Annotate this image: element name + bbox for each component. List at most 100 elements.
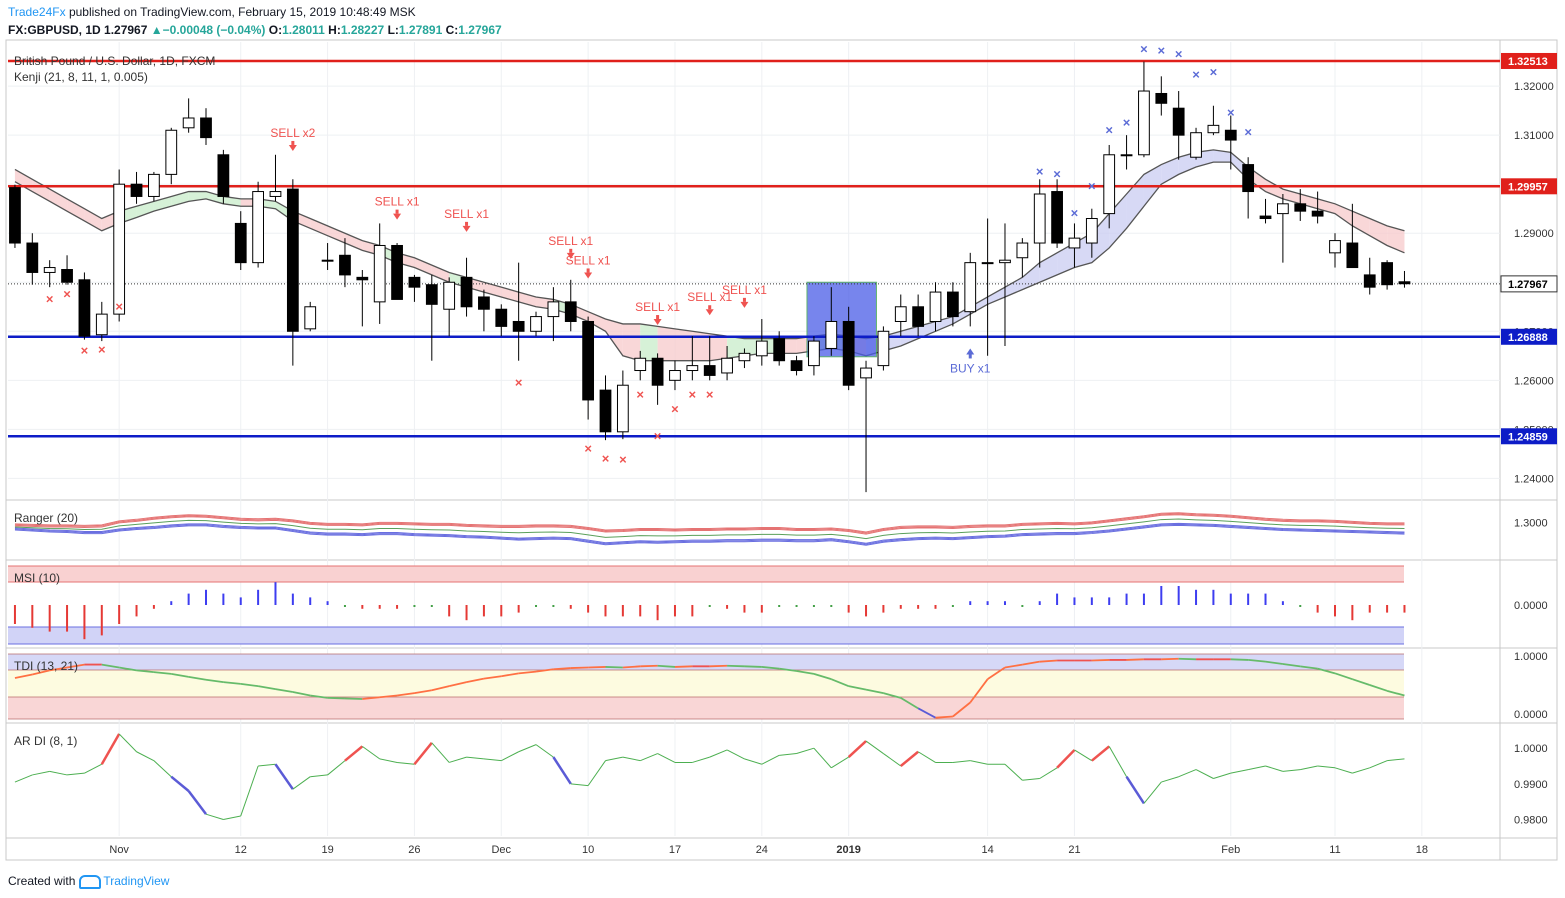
msi-bar	[205, 589, 208, 605]
candle-body	[1068, 237, 1081, 249]
candle-body	[495, 308, 508, 327]
tdi-line-segment	[1386, 689, 1405, 697]
sell-arrow-stem	[465, 221, 469, 226]
candle-body	[669, 370, 681, 381]
kenji-cloud-segment	[727, 336, 745, 359]
high-value: 1.28227	[340, 23, 385, 37]
tdi-line-segment	[605, 666, 623, 669]
candle-body	[686, 365, 699, 372]
tdi-lower-zone	[8, 697, 1404, 719]
candle-body	[1051, 191, 1063, 244]
tdi-line-segment	[830, 678, 849, 688]
ardi-line-segment	[726, 749, 745, 760]
kenji-cloud-segment	[1022, 262, 1040, 290]
sell-arrow-stem	[742, 297, 746, 302]
sell-arrow-icon	[566, 252, 575, 259]
y-tick-label: 1.26000	[1514, 375, 1554, 387]
msi-bar	[917, 605, 920, 609]
ranger-upper-band	[14, 512, 1405, 533]
candle-body	[391, 244, 403, 300]
ardi-line-segment	[692, 756, 710, 763]
candle-body	[530, 316, 542, 332]
msi-bar	[343, 605, 346, 607]
candle-body	[825, 320, 838, 349]
tdi-line-segment	[744, 665, 762, 668]
low-label: L:	[387, 23, 399, 37]
sell-signal-label: SELL x1	[635, 300, 680, 314]
msi-bar	[1403, 605, 1406, 613]
candle-body	[721, 357, 733, 374]
red-x-marker-icon: ×	[706, 387, 714, 402]
msi-bar	[708, 605, 711, 607]
y-tick-label: 1.31000	[1514, 130, 1554, 142]
msi-bar	[517, 605, 520, 613]
ranger-lower-band	[14, 522, 1405, 544]
kenji-cloud-segment	[640, 323, 658, 361]
candle-body	[478, 296, 490, 310]
tdi-line-segment	[518, 670, 537, 675]
msi-bar	[986, 601, 989, 605]
ardi-line-segment	[847, 740, 867, 759]
tradingview-link[interactable]: TradingView	[103, 874, 170, 888]
ardi-line-segment	[1300, 765, 1318, 771]
candle-body	[95, 313, 108, 336]
brand-link[interactable]: Trade24Fx	[8, 5, 66, 19]
ardi-line-segment	[1317, 765, 1336, 769]
x-tick-label: 11	[1329, 844, 1340, 856]
tdi-line-segment	[1161, 657, 1179, 661]
buy-arrow-icon	[966, 348, 975, 355]
candle-body	[425, 284, 438, 305]
msi-bar	[1386, 605, 1389, 613]
candle-body	[1363, 274, 1376, 288]
candle-body	[981, 262, 994, 265]
tdi-tick-label: 0.0000	[1514, 709, 1548, 721]
candle-body	[1155, 92, 1168, 104]
msi-bar	[413, 605, 416, 607]
candle-body	[1381, 262, 1393, 286]
sell-arrow-icon	[705, 309, 714, 316]
ranger-upper-band	[14, 514, 1405, 535]
kenji-cloud-segment	[310, 218, 328, 236]
ardi-line-segment	[1039, 767, 1058, 779]
tdi-line-segment	[136, 669, 154, 674]
candle-body	[946, 291, 959, 318]
msi-bar	[552, 605, 555, 607]
msi-bar	[222, 593, 225, 605]
msi-bar	[969, 601, 972, 605]
red-x-marker-icon: ×	[636, 387, 644, 402]
blue-x-marker-icon: ×	[1105, 122, 1113, 137]
ardi-line-segment	[1074, 749, 1093, 762]
ardi-line-segment	[883, 753, 902, 767]
candle-body	[9, 187, 21, 244]
tdi-line-segment	[32, 669, 50, 676]
ardi-line-segment	[552, 756, 572, 785]
kenji-cloud-segment	[171, 191, 189, 207]
x-tick-label: 17	[669, 844, 681, 856]
msi-bar	[673, 605, 676, 617]
tdi-line-segment	[883, 692, 902, 699]
kenji-indicator-label: Kenji (21, 8, 11, 1, 0.005)	[14, 70, 148, 84]
tdi-line-segment	[813, 673, 832, 681]
tdi-line-segment	[171, 673, 189, 678]
candle-body	[894, 306, 907, 322]
msi-bar	[13, 605, 16, 624]
ardi-line-segment	[136, 751, 155, 762]
kenji-cloud-segment	[49, 189, 68, 212]
candle-body	[321, 259, 334, 262]
candle-body	[547, 301, 560, 318]
msi-bar	[448, 605, 451, 617]
tdi-line-segment	[1178, 657, 1197, 661]
ardi-line-segment	[258, 763, 276, 767]
msi-bar	[378, 605, 381, 609]
msi-bar	[1160, 586, 1163, 605]
blue-x-marker-icon: ×	[1036, 164, 1044, 179]
candle-body	[1329, 240, 1341, 254]
tdi-line-segment	[917, 707, 936, 719]
x-tick-label: 10	[582, 844, 594, 856]
ardi-line-segment	[1248, 765, 1266, 771]
candle-body	[234, 222, 247, 264]
publish-line: Trade24Fx published on TradingView.com, …	[8, 5, 416, 19]
blue-x-marker-icon: ×	[1244, 125, 1252, 140]
ardi-line-segment	[413, 742, 433, 766]
